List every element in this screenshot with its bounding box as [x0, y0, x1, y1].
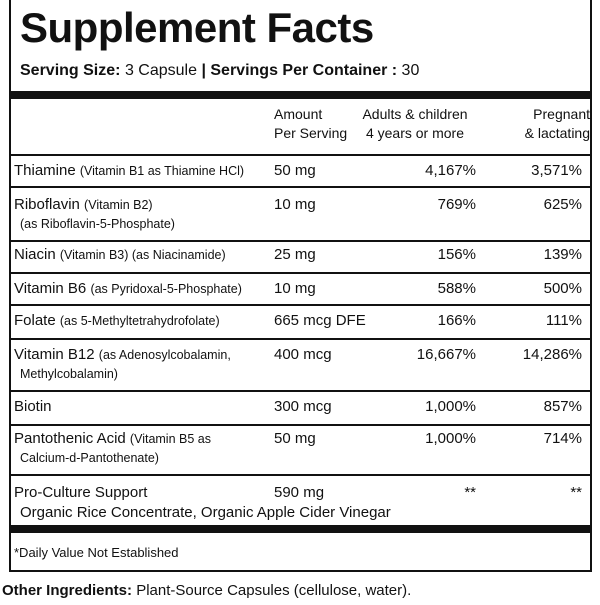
- row-divider: [9, 304, 592, 306]
- daily-value-adults: 156%: [437, 246, 476, 263]
- nutrient-name: Biotin: [14, 398, 52, 415]
- name: Vitamin B6: [14, 280, 87, 297]
- detail-line: (as Riboflavin-5-Phosphate): [20, 217, 175, 231]
- separator: |: [201, 62, 206, 79]
- detail: (as Adenosylcobalamin,: [98, 348, 231, 362]
- name: Niacin: [14, 246, 56, 263]
- column-header: Per Serving: [274, 125, 348, 141]
- daily-value-adults: 1,000%: [425, 398, 476, 415]
- daily-value-pregnant: 3,571%: [531, 162, 582, 179]
- name: Folate: [14, 312, 56, 329]
- name: Pro-Culture Support: [14, 484, 148, 501]
- amount: 50 mg: [274, 430, 316, 447]
- daily-value-pregnant: 500%: [543, 280, 582, 297]
- detail: (as Pyridoxal-5-Phosphate): [90, 282, 242, 296]
- daily-value-adults: 4,167%: [425, 162, 476, 179]
- other-ingredients-label: Other Ingredients:: [2, 582, 133, 599]
- row-divider: [9, 272, 592, 274]
- daily-value-adults: 166%: [437, 312, 476, 329]
- divider: [9, 525, 592, 533]
- daily-value-adults: 769%: [437, 196, 476, 213]
- nutrient-name: Vitamin B6 (as Pyridoxal-5-Phosphate): [14, 280, 242, 297]
- amount: 300 mcg: [274, 398, 332, 415]
- divider: [9, 154, 592, 156]
- nutrient-name: Riboflavin (Vitamin B2): [14, 196, 153, 213]
- detail-line: Calcium-d-Pantothenate): [20, 451, 159, 465]
- nutrient-name: Pantothenic Acid (Vitamin B5 as: [14, 430, 211, 447]
- daily-value-pregnant: 14,286%: [522, 346, 582, 363]
- nutrient-name: Pro-Culture Support: [14, 484, 147, 501]
- row-divider: [9, 186, 592, 188]
- title: Supplement Facts: [20, 4, 374, 51]
- detail: (Vitamin B2): [84, 198, 153, 212]
- amount: 25 mg: [274, 246, 316, 263]
- servings-label: Servings Per Container :: [210, 62, 398, 79]
- serving-size: 3 Capsule: [124, 62, 197, 79]
- daily-value-adults: 16,667%: [416, 346, 476, 363]
- column-header: Adults & children: [362, 106, 468, 122]
- daily-value-adults: **: [464, 484, 476, 501]
- daily-value-pregnant: **: [570, 484, 582, 501]
- divider: [9, 91, 592, 99]
- daily-value-pregnant: 625%: [543, 196, 582, 213]
- nutrient-name: Niacin (Vitamin B3) (as Niacinamide): [14, 246, 226, 263]
- column-header: Amount: [274, 106, 323, 122]
- daily-value-pregnant: 139%: [543, 246, 582, 263]
- other-ingredients-text: Plant-Source Capsules (cellulose, water)…: [136, 582, 412, 599]
- row-divider: [9, 474, 592, 476]
- detail-line: Methylcobalamin): [20, 367, 118, 381]
- daily-value-pregnant: 714%: [543, 430, 582, 447]
- amount: 665 mcg DFE: [274, 312, 366, 329]
- row-divider: [9, 390, 592, 392]
- amount: 50 mg: [274, 162, 316, 179]
- detail: (as 5-Methyltetrahydrofolate): [59, 314, 220, 328]
- name: Riboflavin: [14, 196, 80, 213]
- column-header: Pregnant: [533, 106, 590, 122]
- serving-size-label: Serving Size:: [20, 62, 121, 79]
- column-header: & lactating: [524, 125, 590, 141]
- detail: (Vitamin B1 as Thiamine HCl): [79, 164, 245, 178]
- nutrient-name: Folate (as 5-Methyltetrahydrofolate): [14, 312, 220, 329]
- daily-value-pregnant: 857%: [543, 398, 582, 415]
- sub-ingredients: Organic Rice Concentrate, Organic Apple …: [20, 504, 391, 521]
- row-divider: [9, 338, 592, 340]
- servings: 30: [401, 62, 420, 79]
- row-divider: [9, 424, 592, 426]
- daily-value-adults: 588%: [437, 280, 476, 297]
- daily-value-adults: 1,000%: [425, 430, 476, 447]
- name: Biotin: [14, 398, 52, 415]
- amount: 400 mcg: [274, 346, 332, 363]
- serving-line: Serving Size: 3 Capsule | Servings Per C…: [20, 62, 419, 80]
- row-divider: [9, 240, 592, 242]
- footnote: *Daily Value Not Established: [14, 545, 179, 560]
- detail: (Vitamin B5 as: [129, 432, 211, 446]
- column-header: 4 years or more: [365, 125, 465, 141]
- detail: (Vitamin B3) (as Niacinamide): [59, 248, 226, 262]
- amount: 10 mg: [274, 196, 316, 213]
- daily-value-pregnant: 111%: [545, 312, 582, 329]
- other-ingredients: Other Ingredients: Plant-Source Capsules…: [2, 582, 411, 599]
- nutrient-name: Vitamin B12 (as Adenosylcobalamin,: [14, 346, 231, 363]
- name: Vitamin B12: [14, 346, 95, 363]
- amount: 590 mg: [274, 484, 325, 501]
- name: Thiamine: [14, 162, 76, 179]
- label-border: [9, 0, 592, 572]
- nutrient-name: Thiamine (Vitamin B1 as Thiamine HCl): [14, 162, 244, 179]
- name: Pantothenic Acid: [14, 430, 126, 447]
- amount: 10 mg: [274, 280, 316, 297]
